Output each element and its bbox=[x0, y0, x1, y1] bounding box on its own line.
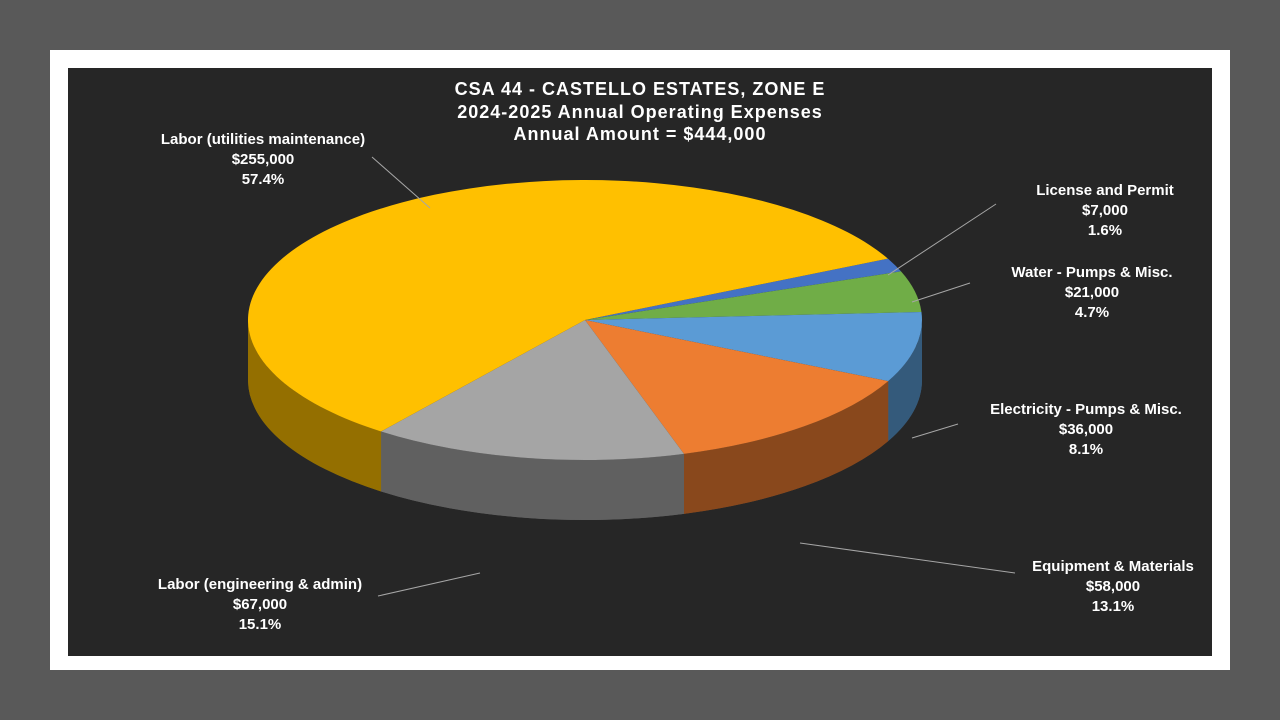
slice-label: Labor (engineering & admin) bbox=[158, 576, 362, 593]
slice bbox=[585, 271, 922, 320]
side-shade bbox=[683, 381, 889, 514]
leader-line bbox=[887, 203, 997, 276]
value-label: $36,000 bbox=[1059, 421, 1113, 438]
percent-label: 15.1% bbox=[239, 616, 282, 633]
chart-title: CSA 44 - CASTELLO ESTATES, ZONE E bbox=[455, 79, 826, 99]
percent-label: 57.4% bbox=[242, 171, 285, 188]
chart-title: 2024-2025 Annual Operating Expenses bbox=[457, 102, 822, 122]
slice-label: License and Permit bbox=[1036, 182, 1174, 199]
slice-side bbox=[888, 320, 922, 442]
value-label: $7,000 bbox=[1082, 202, 1128, 219]
leader-line bbox=[377, 572, 481, 597]
slice bbox=[585, 311, 922, 382]
slice-label: Water - Pumps & Misc. bbox=[1011, 264, 1172, 281]
slice-side bbox=[683, 381, 889, 514]
value-label: $255,000 bbox=[232, 151, 295, 168]
side-shade bbox=[248, 320, 382, 492]
slice-label: Labor (utilities maintenance) bbox=[161, 131, 365, 148]
percent-label: 8.1% bbox=[1069, 441, 1103, 458]
side-shade bbox=[888, 320, 922, 442]
slice bbox=[248, 180, 888, 432]
leader-line bbox=[911, 423, 959, 439]
percent-label: 4.7% bbox=[1075, 304, 1109, 321]
leader-line bbox=[911, 282, 971, 303]
slice bbox=[381, 320, 684, 460]
slice-side bbox=[248, 320, 382, 492]
value-label: $21,000 bbox=[1065, 284, 1119, 301]
side-shade bbox=[381, 431, 684, 520]
percent-label: 1.6% bbox=[1088, 222, 1122, 239]
chart-title: Annual Amount = $444,000 bbox=[514, 124, 767, 144]
slice bbox=[585, 320, 889, 454]
slice-label: Electricity - Pumps & Misc. bbox=[990, 401, 1182, 418]
leader-line bbox=[799, 542, 1016, 574]
value-label: $67,000 bbox=[233, 596, 287, 613]
slice-side bbox=[381, 431, 684, 520]
slice bbox=[585, 258, 902, 320]
percent-label: 13.1% bbox=[1092, 598, 1135, 615]
leader-line bbox=[371, 156, 431, 209]
slice-label: Equipment & Materials bbox=[1032, 558, 1194, 575]
value-label: $58,000 bbox=[1086, 578, 1140, 595]
